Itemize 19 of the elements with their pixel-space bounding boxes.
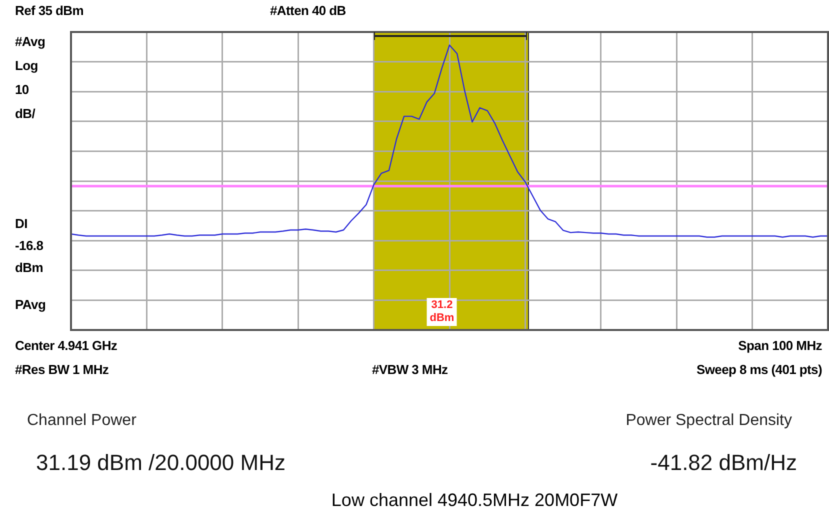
text: -41.82 dBm/Hz bbox=[650, 450, 797, 476]
text: 10 bbox=[15, 82, 29, 97]
text: 31.19 dBm /20.0000 MHz bbox=[36, 450, 286, 476]
text: Span 100 MHz bbox=[738, 338, 822, 353]
text: #VBW 3 MHz bbox=[372, 362, 448, 377]
text: Power Spectral Density bbox=[626, 412, 792, 430]
text: #Avg bbox=[15, 34, 46, 49]
text: Channel Power bbox=[27, 412, 136, 430]
text: #Atten 40 dB bbox=[270, 3, 346, 18]
text: Low channel 4940.5MHz 20M0F7W bbox=[330, 490, 619, 511]
text: #Res BW 1 MHz bbox=[15, 362, 109, 377]
text: Ref 35 dBm bbox=[15, 3, 84, 18]
text: DI -16.8 dBm bbox=[15, 215, 44, 277]
text: Sweep 8 ms (401 pts) bbox=[696, 362, 822, 377]
text: Center 4.941 GHz bbox=[15, 338, 118, 353]
text: Log bbox=[15, 58, 38, 73]
annotation: 31.2 dBm bbox=[426, 298, 458, 326]
text: dB/ bbox=[15, 106, 36, 121]
text: PAvg bbox=[15, 297, 46, 312]
